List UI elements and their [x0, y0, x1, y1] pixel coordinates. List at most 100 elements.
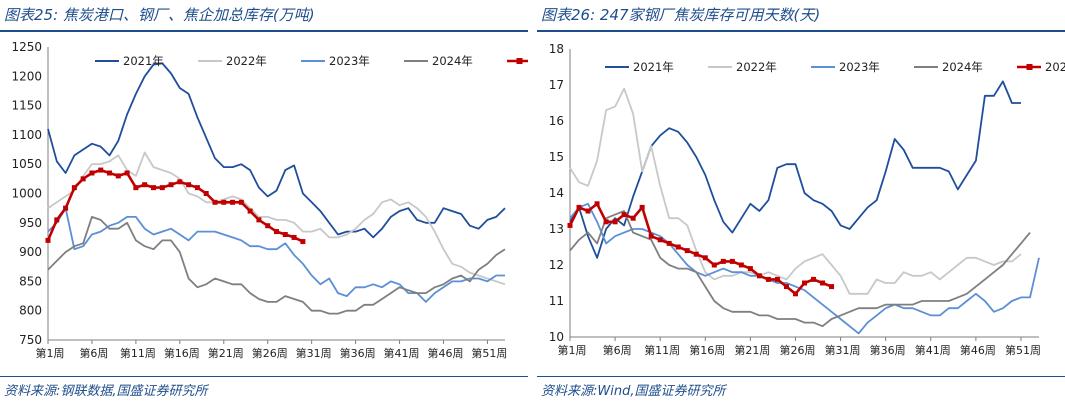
point-2025	[820, 280, 826, 286]
point-2025	[186, 182, 192, 188]
point-2025	[675, 244, 681, 250]
point-2025	[98, 167, 104, 173]
point-2025	[802, 280, 807, 286]
point-2025	[71, 185, 77, 191]
point-2025	[54, 217, 60, 223]
point-2025	[142, 182, 148, 188]
point-2025	[693, 251, 699, 257]
y-tick-label: 18	[549, 42, 564, 56]
left-title-divider	[0, 30, 528, 32]
y-tick-label: 10	[549, 330, 564, 344]
point-2025	[203, 191, 209, 196]
right-chart-title: 图表26: 247家钢厂焦炭库存可用天数(天)	[541, 6, 821, 24]
y-tick-label: 13	[549, 222, 564, 236]
point-2025	[567, 222, 573, 228]
point-2025	[168, 182, 174, 188]
x-tick-label: 第31周	[296, 346, 332, 360]
point-2025	[774, 276, 780, 282]
y-tick-label: 800	[19, 304, 42, 318]
legend-label-2022: 2022年	[736, 60, 777, 74]
legend-label-2025: 2025年	[1045, 60, 1065, 74]
point-2025	[159, 185, 165, 191]
y-tick-label: 1000	[11, 187, 42, 201]
y-tick-label: 1100	[11, 128, 42, 142]
point-2025	[603, 219, 609, 225]
y-tick-label: 17	[549, 78, 564, 92]
y-tick-label: 750	[19, 333, 42, 347]
legend-marker-2025	[516, 58, 523, 64]
point-2025	[630, 215, 636, 221]
point-2025	[107, 170, 113, 176]
point-2025	[133, 185, 139, 191]
point-2025	[63, 205, 69, 211]
point-2025	[811, 276, 817, 282]
point-2025	[594, 201, 600, 207]
point-2025	[80, 176, 86, 182]
x-tick-label: 第6周	[79, 346, 108, 360]
x-tick-label: 第46周	[427, 346, 463, 360]
series-line-2021	[569, 80, 1021, 259]
point-2025	[194, 185, 200, 191]
right-source-divider	[537, 376, 1065, 377]
point-2025	[221, 199, 227, 205]
x-tick-label: 第16周	[689, 343, 725, 357]
left-chart-source: 资料来源:钢联数据,国盛证券研究所	[4, 384, 208, 399]
point-2025	[300, 239, 306, 245]
point-2025	[783, 284, 789, 290]
left-source-divider	[0, 376, 528, 377]
point-2025	[265, 223, 271, 229]
point-2025	[648, 233, 654, 239]
y-tick-label: 900	[19, 245, 42, 259]
legend-marker-2025	[1026, 64, 1033, 70]
x-tick-label: 第21周	[208, 346, 244, 360]
y-tick-label: 850	[19, 274, 42, 288]
point-2025	[256, 217, 262, 223]
y-tick-label: 16	[549, 114, 564, 128]
left-chart-title: 图表25: 焦炭港口、钢厂、焦企加总库存(万吨)	[4, 6, 315, 24]
x-tick-label: 第36周	[340, 346, 376, 360]
y-tick-label: 15	[549, 150, 564, 164]
y-tick-label: 12	[549, 258, 564, 272]
point-2025	[115, 173, 121, 179]
legend-label-2022: 2022年	[226, 54, 267, 68]
legend-label-2021: 2021年	[633, 60, 674, 74]
point-2025	[89, 170, 95, 176]
point-2025	[247, 208, 253, 214]
y-tick-label: 11	[549, 294, 564, 308]
point-2025	[291, 234, 297, 240]
y-tick-label: 14	[549, 186, 564, 200]
point-2025	[230, 199, 236, 205]
x-tick-label: 第41周	[384, 346, 420, 360]
point-2025	[720, 258, 726, 264]
left-chart-panel: 图表25: 焦炭港口、钢厂、焦企加总库存(万吨) 750 800 850 900 950…	[0, 0, 528, 403]
point-2025	[684, 248, 690, 254]
point-2025	[729, 258, 735, 264]
series-line-2022	[569, 87, 1022, 295]
point-2025	[124, 170, 130, 176]
point-2025	[150, 185, 156, 191]
x-tick-label: 第6周	[603, 343, 632, 357]
series-line-2024	[47, 215, 506, 315]
x-tick-label: 第31周	[825, 343, 861, 357]
point-2025	[639, 204, 645, 210]
point-2025	[711, 262, 717, 268]
coke-total-inventory-chart: 750 800 850 900 950 1000 1050 1100 1150 1200 1250 第…	[11, 40, 528, 360]
right-chart-panel: 图表26: 247家钢厂焦炭库存可用天数(天) 10 11 12 13 14 15 16 17…	[537, 0, 1065, 403]
y-tick-label: 1150	[11, 99, 42, 113]
point-2025	[657, 237, 663, 243]
point-2025	[212, 199, 218, 205]
point-2025	[829, 284, 835, 290]
steel-mill-coke-days-chart: 10 11 12 13 14 15 16 17 18 第1周 第6周 第11周 第16周 第21周 第26周…	[549, 42, 1065, 357]
right-title-divider	[537, 30, 1065, 32]
point-2025	[792, 291, 798, 297]
series-line-2024	[569, 210, 1031, 328]
point-2025	[282, 232, 288, 238]
x-tick-label: 第51周	[1005, 343, 1041, 357]
x-tick-label: 第41周	[915, 343, 951, 357]
point-2025	[702, 255, 708, 261]
point-2025	[576, 204, 582, 210]
point-2025	[238, 199, 244, 205]
legend-label-2021: 2021年	[123, 54, 164, 68]
x-tick-label: 第1周	[36, 346, 65, 360]
legend-label-2023: 2023年	[329, 54, 370, 68]
